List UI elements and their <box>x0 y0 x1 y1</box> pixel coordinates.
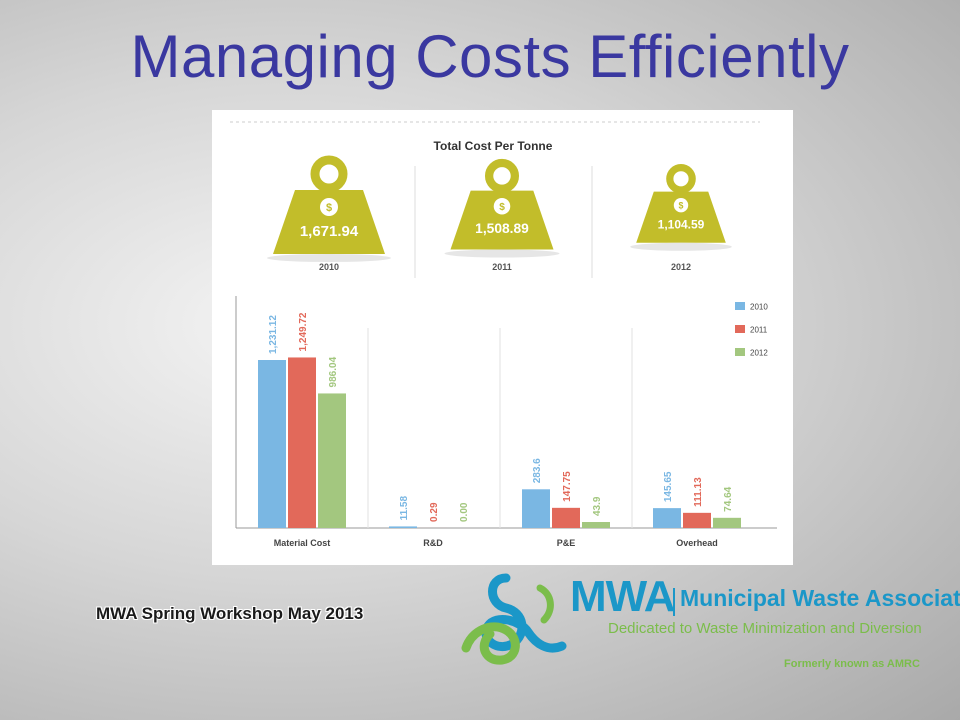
data-label: 0.29 <box>429 502 440 522</box>
legend-label: 2012 <box>750 349 768 358</box>
weight-value: 1,104.59 <box>658 217 705 231</box>
weight-value: 1,508.89 <box>475 221 529 236</box>
data-label: 1,249.72 <box>298 312 309 351</box>
weight-year-label: 2011 <box>492 262 512 272</box>
bar-overhead-2010 <box>653 508 681 528</box>
weight-ring-icon <box>484 158 520 193</box>
bar-materialcost-2012 <box>318 393 346 528</box>
data-label: 145.65 <box>663 471 674 502</box>
cost-chart: Total Cost Per Tonne$1,671.942010$1,508.… <box>230 121 777 548</box>
data-label: 147.75 <box>562 471 573 502</box>
dollar-sign: $ <box>326 202 332 214</box>
cost-infographic-panel: Total Cost Per Tonne $1,671.94 2010 $1,508.… <box>212 110 793 565</box>
slide-title: Managing Costs Efficiently <box>130 23 850 90</box>
category-label: P&E <box>557 538 576 548</box>
logo-name: Municipal Waste Association <box>680 585 960 611</box>
cost-weight-2012: $1,104.59 <box>630 163 732 251</box>
category-label: Overhead <box>676 538 718 548</box>
bar-overhead-2011 <box>683 512 711 528</box>
data-label: 11.58 <box>399 496 410 521</box>
legend-swatch-2010 <box>735 302 745 310</box>
dollar-icon <box>673 198 689 213</box>
data-label: 1,231.12 <box>268 315 279 354</box>
logo-separator <box>673 588 675 616</box>
mwa-ribbon-logo-icon <box>461 573 567 665</box>
bar-materialcost-2011 <box>288 357 316 528</box>
data-label: 283.6 <box>532 458 543 483</box>
data-label: 43.9 <box>592 496 603 516</box>
dollar-icon <box>493 198 511 215</box>
data-label: 0.00 <box>459 502 470 522</box>
weight-body <box>636 191 726 243</box>
category-label: Material Cost <box>274 538 331 548</box>
bar-rd-2010 <box>389 526 417 528</box>
data-label: 111.13 <box>693 477 704 507</box>
weight-body <box>450 190 554 250</box>
bar-pe-2012 <box>582 522 610 528</box>
logo-tagline: Dedicated to Waste Minimization and Dive… <box>608 620 922 637</box>
weight-shadow <box>630 242 732 251</box>
weight-body <box>273 190 385 254</box>
dollar-sign: $ <box>679 200 684 210</box>
cost-weight-2010: $1,671.94 <box>267 155 391 262</box>
weight-ring-icon <box>310 155 348 193</box>
weight-shadow <box>444 249 560 258</box>
bar-pe-2011 <box>552 507 580 528</box>
logo-acronym: MWA <box>570 572 676 621</box>
bar-overhead-2012 <box>713 517 741 528</box>
dollar-icon <box>320 198 338 216</box>
logo-formerly: Formerly known as AMRC <box>784 658 920 670</box>
weight-shadow <box>267 254 391 262</box>
legend-swatch-2011 <box>735 325 745 333</box>
footer-text: MWA Spring Workshop May 2013 <box>96 604 364 623</box>
legend-label: 2010 <box>750 303 768 312</box>
weight-year-label: 2012 <box>671 262 691 272</box>
data-label: 986.04 <box>328 356 339 387</box>
mwa-logo: MWA Municipal Waste Association Dedicate… <box>458 570 960 680</box>
top-chart-title: Total Cost Per Tonne <box>434 139 553 153</box>
bar-pe-2010 <box>522 489 550 528</box>
legend-swatch-2012 <box>735 348 745 356</box>
legend-label: 2011 <box>750 326 768 335</box>
data-label: 74.64 <box>723 486 734 511</box>
dollar-sign: $ <box>499 202 505 213</box>
weight-year-label: 2010 <box>319 262 339 272</box>
cost-weight-2011: $1,508.89 <box>444 158 560 258</box>
bar-materialcost-2010 <box>258 360 286 528</box>
category-label: R&D <box>423 538 443 548</box>
weight-value: 1,671.94 <box>300 223 359 240</box>
weight-ring-icon <box>666 163 696 194</box>
